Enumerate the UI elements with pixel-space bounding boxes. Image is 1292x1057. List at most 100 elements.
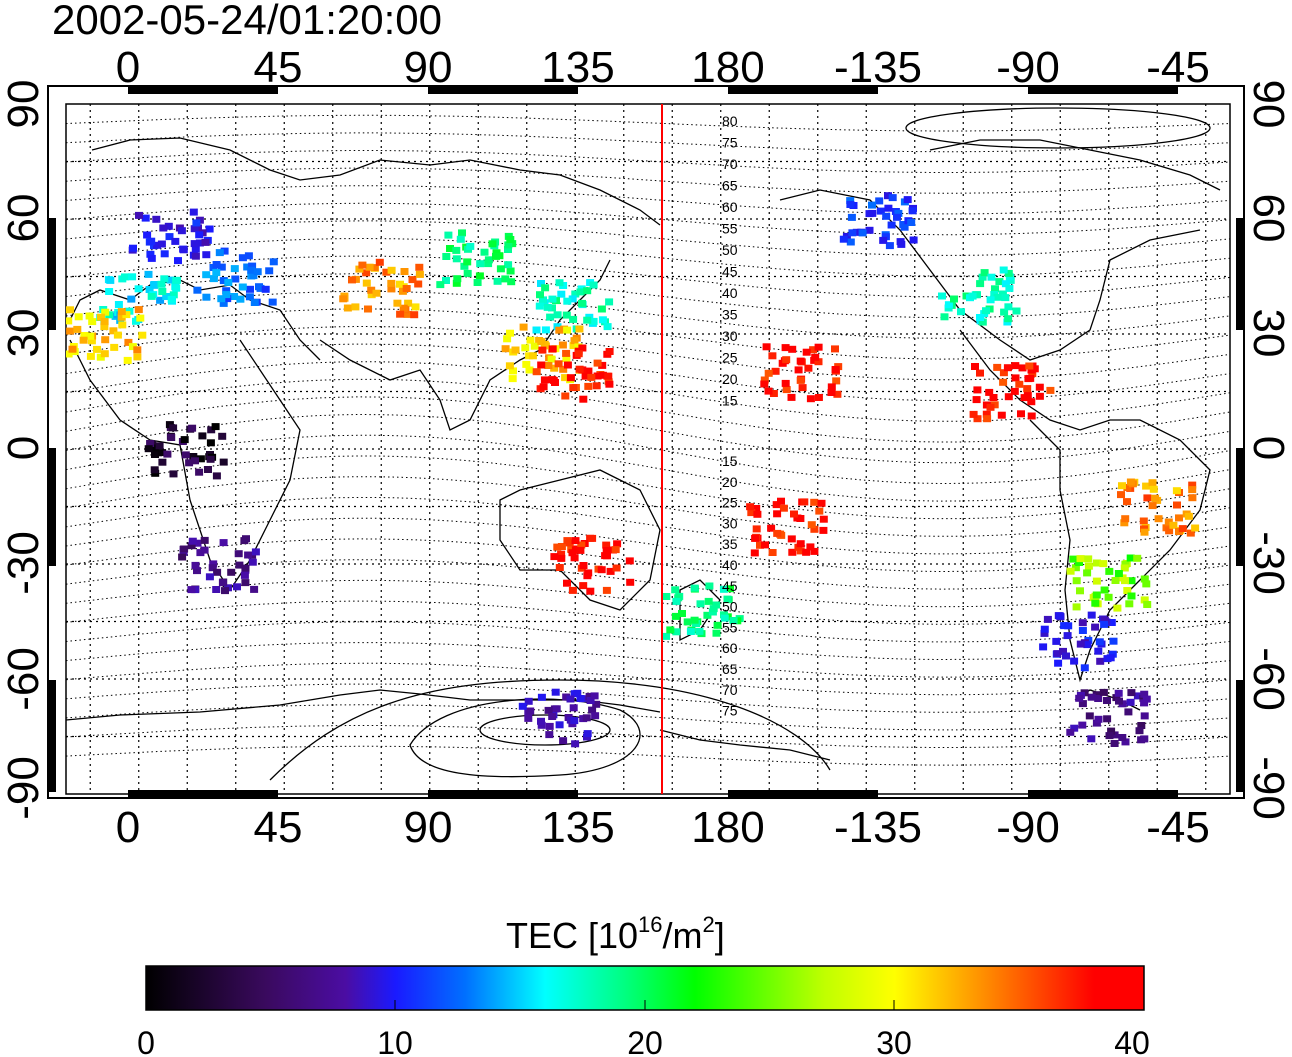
tec-cell [1140, 699, 1149, 707]
tec-cell [200, 536, 209, 544]
tec-cell [662, 632, 671, 640]
tec-cell [991, 285, 999, 293]
tec-cell [525, 366, 534, 374]
tec-cell [593, 372, 602, 380]
tec-cell [446, 245, 454, 252]
tec-cell [987, 273, 996, 281]
tec-cell [1149, 485, 1158, 493]
tec-cell [806, 395, 815, 403]
tec-cell [557, 290, 566, 298]
tec-cell [587, 373, 596, 381]
tec-cell [1092, 591, 1101, 599]
tec-cell [810, 525, 819, 533]
contour-label: 20 [722, 474, 738, 490]
tec-cell [145, 286, 154, 293]
tec-cell [1108, 650, 1117, 658]
tec-cell [1054, 659, 1063, 667]
tec-cell [586, 697, 595, 704]
tec-cell [492, 252, 500, 260]
contour-label: 25 [722, 350, 738, 366]
tec-cell [832, 377, 841, 385]
tec-cell [794, 543, 803, 551]
tec-cell [250, 585, 259, 593]
colorbar-tick-labels: 0 10 20 30 40 [137, 1025, 1150, 1057]
tec-cell [230, 293, 239, 300]
tec-cell [211, 423, 220, 431]
tec-cell [187, 586, 196, 594]
tec-cell [202, 271, 211, 279]
tec-cell [209, 560, 218, 568]
tec-cell [247, 266, 256, 274]
tec-cell [1018, 364, 1027, 372]
tec-cell [1148, 479, 1157, 487]
tec-cell [399, 304, 408, 312]
tec-cell [1126, 554, 1135, 562]
tec-cell [705, 582, 714, 590]
tec-cell [995, 278, 1004, 286]
tec-cell [265, 267, 274, 275]
tec-cell [894, 209, 903, 217]
tec-cell [504, 246, 512, 253]
contour-label: 30 [722, 328, 738, 344]
tec-cell [557, 550, 566, 558]
tec-cell [86, 352, 95, 360]
tec-cell [73, 325, 82, 333]
tec-cell [846, 201, 855, 208]
tec-cell [893, 213, 901, 221]
tec-cell [561, 374, 570, 382]
tec-cell [1121, 577, 1129, 585]
tec-cell [852, 228, 861, 236]
tec-cell [678, 610, 686, 617]
tec-cell [753, 510, 762, 518]
tec-cell [1027, 412, 1036, 420]
tec-cell [268, 298, 277, 306]
tec-cell [592, 700, 601, 708]
tec-cell [1113, 604, 1122, 612]
tec-cell [101, 336, 110, 344]
tec-cell [191, 561, 200, 569]
tec-cell [1076, 555, 1085, 563]
tec-cell [1127, 689, 1136, 697]
tec-cell [238, 254, 247, 262]
contour-line [66, 343, 1230, 401]
tec-cell [100, 350, 109, 358]
tec-cell [466, 242, 475, 250]
tec-cell [553, 543, 562, 551]
tec-cell [552, 705, 561, 713]
tec-cell [583, 730, 592, 738]
contour-label: 45 [722, 578, 738, 594]
tec-cell [242, 535, 250, 543]
tec-cell [723, 595, 732, 603]
tec-cell [66, 350, 73, 358]
tec-cell [1139, 517, 1148, 525]
left-lat-label: -60 [0, 647, 48, 711]
tec-cell [597, 305, 606, 313]
bottom-longitude-labels: 0 45 90 135 180 -135 -90 -45 [116, 803, 1210, 852]
tec-cell [526, 336, 535, 344]
tec-cell [798, 384, 807, 392]
tec-cell [847, 213, 856, 221]
tec-cell [1165, 527, 1174, 535]
tec-cell [548, 345, 557, 353]
tec-cell [696, 600, 705, 608]
tec-cell [1172, 487, 1181, 495]
colorbar-label-unit: /m [663, 915, 703, 956]
tec-cell [986, 403, 995, 411]
tec-cell [509, 367, 517, 375]
tec-cell [200, 546, 209, 554]
tec-cell [885, 242, 894, 250]
tec-cell [566, 695, 575, 703]
tec-cell [492, 249, 501, 257]
tec-cell [147, 292, 156, 300]
tec-cell [248, 558, 257, 566]
tec-cell [1027, 366, 1036, 374]
tec-cell [999, 369, 1008, 377]
tec-cell [362, 279, 371, 287]
tec-cell [1027, 398, 1036, 406]
contour-label: 20 [722, 371, 738, 387]
colorbar-label-text: TEC [10 [506, 915, 638, 956]
tec-cell [172, 277, 181, 285]
tec-cell [506, 267, 515, 275]
right-lat-label: -90 [1244, 756, 1292, 820]
tec-cell [204, 466, 212, 473]
